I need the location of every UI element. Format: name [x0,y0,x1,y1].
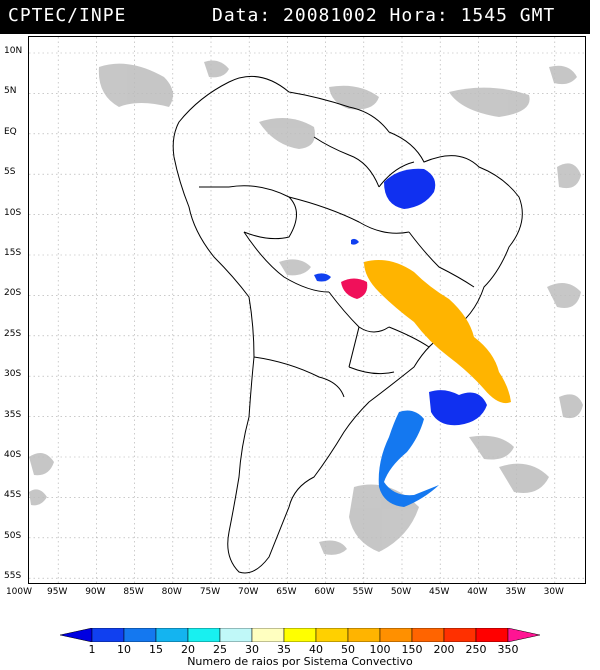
colorbar-tick-label: 250 [465,643,487,656]
lon-label: 40W [467,587,488,597]
colorbar-segment [123,628,157,642]
colorbar-tick-label: 10 [117,643,131,656]
system-bolivia-small [314,273,331,282]
lat-label: 10S [4,207,22,218]
colorbar-tick-label: 30 [245,643,259,656]
colorbar-tick-label: 15 [149,643,163,656]
lon-label: 90W [85,587,106,597]
colorbar-tick-label: 200 [433,643,455,656]
colorbar-segment [187,628,221,642]
colorbar-segment [475,628,509,642]
colorbar-tick-label: 20 [181,643,195,656]
lat-label: 55S [4,571,22,582]
lat-label: 10N [4,46,23,56]
colorbar-tick-label: 35 [277,643,291,656]
system-se-brazil [364,259,511,404]
lon-label: 30W [543,587,564,597]
lon-label: 85W [123,587,144,597]
timestamp-label: Data: 20081002 Hora: 1545 GMT [212,5,556,26]
colorbar-segment [507,628,540,642]
colorbar [60,628,540,642]
colorbar-segment [91,628,125,642]
convective-systems [314,168,511,507]
colorbar-segment [315,628,349,642]
system-ne-brazil [384,168,436,209]
lon-label: 70W [238,587,259,597]
coastlines-borders [172,75,523,574]
colorbar-segment [219,628,253,642]
lat-label: 50S [4,530,22,541]
system-atlantic-south [429,390,487,426]
lat-lon-grid [29,37,585,583]
lon-label: 95W [47,587,68,597]
colorbar-segment [411,628,445,642]
lon-label: 80W [161,587,182,597]
lat-label: EQ [4,126,17,137]
colorbar-segment [347,628,381,642]
source-label: CPTEC/INPE [8,5,127,26]
colorbar-tick-label: 100 [369,643,391,656]
system-bolivia-dot [351,238,359,245]
cloud-cover [29,60,583,555]
lon-label: 45W [429,587,450,597]
colorbar-segment [155,628,189,642]
lat-label: 25S [4,328,22,339]
lat-label: 15S [4,248,22,258]
system-atlantic-curve [378,410,439,507]
lon-label: 35W [505,587,526,597]
colorbar-segment [251,628,285,642]
colorbar-tick-label: 150 [401,643,423,656]
colorbar-segment [443,628,477,642]
system-pantanal [341,278,368,299]
lon-label: 65W [276,587,297,597]
colorbar-tick-label: 40 [309,643,323,656]
lat-label: 30S [4,369,22,380]
colorbar-title: Numero de raios por Sistema Convectivo [187,655,413,668]
colorbar-tick-label: 25 [213,643,227,656]
map-canvas [29,37,585,583]
title-bar: CPTEC/INPE Data: 20081002 Hora: 1545 GMT [0,0,590,34]
map-frame [28,36,586,584]
colorbar-segment [283,628,317,642]
colorbar-tick-label: 50 [341,643,355,656]
colorbar-tick-label: 1 [88,643,96,656]
lat-label: 35S [4,409,22,420]
lon-label: 55W [352,587,373,597]
colorbar-tick-label: 350 [497,643,519,656]
lon-label: 75W [199,587,221,597]
lat-label: 5N [4,86,17,97]
lon-label: 100W [5,587,33,597]
lon-label: 50W [390,587,412,597]
colorbar-segment [379,628,413,642]
colorbar-segment [60,628,93,642]
lat-label: 45S [4,490,22,501]
lat-label: 40S [4,450,22,460]
lat-label: 20S [4,288,22,299]
lon-label: 60W [314,587,335,597]
lat-label: 5S [4,167,16,178]
